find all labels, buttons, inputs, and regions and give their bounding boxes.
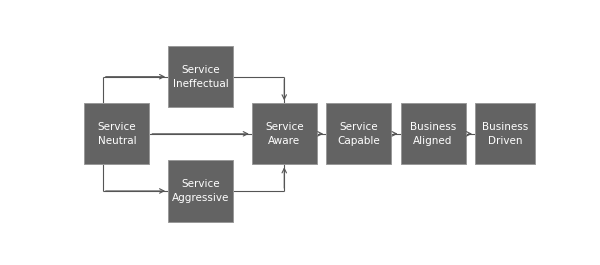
Text: Service
Ineffectual: Service Ineffectual	[173, 65, 229, 89]
FancyBboxPatch shape	[168, 46, 233, 107]
FancyBboxPatch shape	[84, 103, 149, 164]
FancyBboxPatch shape	[252, 103, 317, 164]
FancyBboxPatch shape	[475, 103, 535, 164]
FancyBboxPatch shape	[401, 103, 466, 164]
FancyBboxPatch shape	[326, 103, 391, 164]
Text: Service
Aware: Service Aware	[265, 122, 304, 146]
Text: Business
Driven: Business Driven	[482, 122, 528, 146]
FancyBboxPatch shape	[168, 160, 233, 222]
Text: Service
Neutral: Service Neutral	[98, 122, 136, 146]
Text: Service
Capable: Service Capable	[337, 122, 380, 146]
Text: Service
Aggressive: Service Aggressive	[172, 179, 229, 203]
Text: Business
Aligned: Business Aligned	[410, 122, 456, 146]
